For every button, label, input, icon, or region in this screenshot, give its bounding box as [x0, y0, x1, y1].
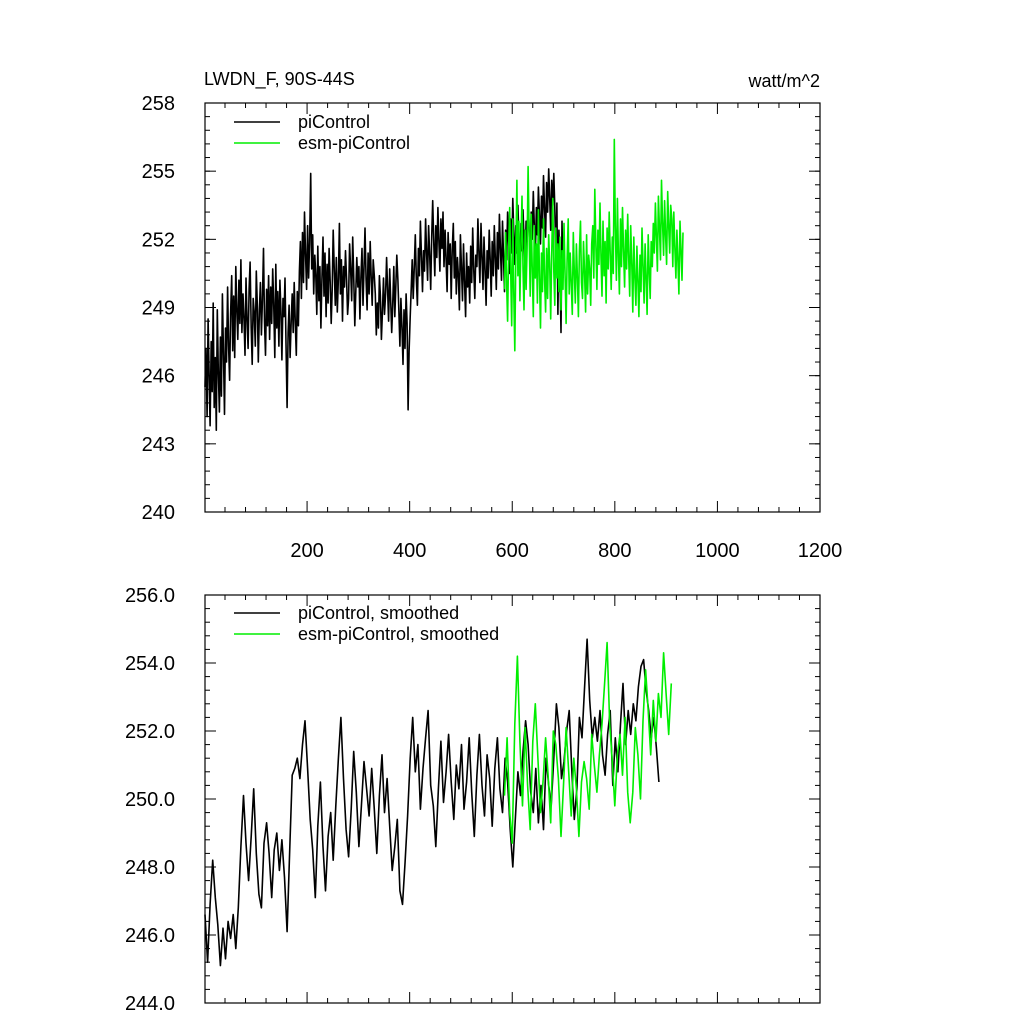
- y-tick-label: 249: [142, 298, 175, 320]
- top-axes: 200 400 600 800 1000 1200 240 243 246 249 252 255 25…: [142, 93, 843, 562]
- bottom-series: [204, 638, 673, 967]
- y-tick-label: 244.0: [125, 993, 175, 1015]
- x-tick-label: 1200: [798, 540, 843, 562]
- y-tick-label: 248.0: [125, 857, 175, 879]
- series-line-esm-picontrol-smoothed: [503, 641, 673, 845]
- y-tick-label: 252: [142, 229, 175, 251]
- y-tick-label: 240: [142, 502, 175, 524]
- series-line-esm-picontrol: [503, 138, 684, 352]
- series-line-picontrol: [204, 168, 564, 432]
- x-tick-label: 200: [290, 540, 323, 562]
- x-tick-label: 1000: [695, 540, 740, 562]
- bottom-axes: 244.0 246.0 248.0 250.0 252.0 254.0 256.0: [125, 585, 821, 1015]
- x-tick-label: 400: [393, 540, 426, 562]
- legend-label-esm-picontrol-smoothed: esm-piControl, smoothed: [298, 624, 499, 644]
- legend-label-picontrol-smoothed: piControl, smoothed: [298, 603, 459, 623]
- bottom-panel: 244.0 246.0 248.0 250.0 252.0 254.0 256.0 piCo…: [125, 585, 821, 1015]
- legend-label-picontrol: piControl: [298, 112, 370, 132]
- y-tick-label: 243: [142, 434, 175, 456]
- x-tick-label: 600: [496, 540, 529, 562]
- top-panel: LWDN_F, 90S-44S watt/m^2 200 400 600 800 100…: [142, 69, 843, 562]
- y-tick-label: 258: [142, 93, 175, 115]
- legend-label-esm-picontrol: esm-piControl: [298, 133, 410, 153]
- y-tick-label: 250.0: [125, 789, 175, 811]
- top-legend: piControl esm-piControl: [234, 112, 410, 153]
- y-tick-label: 256.0: [125, 585, 175, 607]
- y-tick-label: 252.0: [125, 721, 175, 743]
- y-tick-label: 246.0: [125, 925, 175, 947]
- bottom-legend: piControl, smoothed esm-piControl, smoot…: [234, 603, 499, 644]
- top-units: watt/m^2: [748, 71, 820, 91]
- x-tick-label: 800: [598, 540, 631, 562]
- top-series: [204, 138, 684, 432]
- top-title: LWDN_F, 90S-44S: [204, 69, 355, 90]
- y-tick-label: 255: [142, 161, 175, 183]
- y-tick-label: 254.0: [125, 653, 175, 675]
- series-line-picontrol-smoothed: [204, 638, 660, 967]
- y-tick-label: 246: [142, 366, 175, 388]
